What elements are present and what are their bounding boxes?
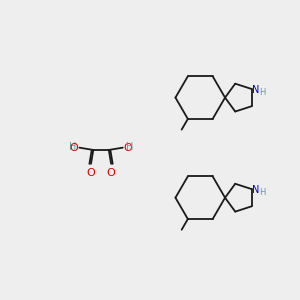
Text: H: H [259,188,265,197]
Text: H: H [259,88,265,97]
Text: H: H [69,142,76,152]
Text: O: O [87,168,95,178]
Text: O: O [107,168,116,178]
Text: O: O [70,143,79,153]
Text: H: H [126,142,134,152]
Text: N: N [253,85,260,95]
Text: O: O [124,143,132,153]
Text: N: N [253,185,260,195]
